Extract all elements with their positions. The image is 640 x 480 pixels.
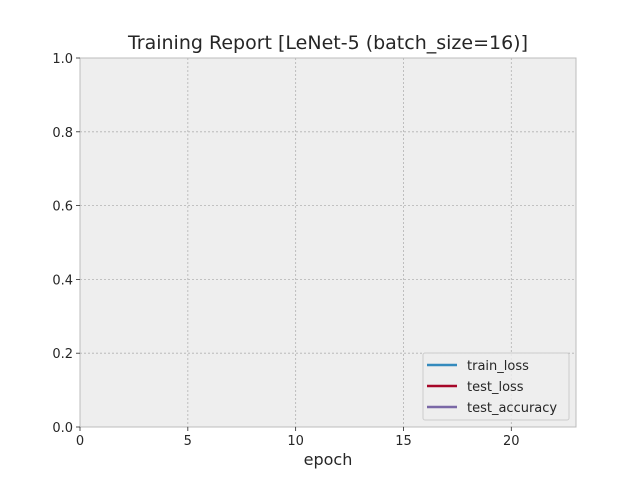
legend-box (422, 352, 570, 421)
y-tick-label: 0.6 (52, 200, 73, 215)
x-tick-label: 0 (76, 434, 84, 449)
y-tick-label: 0.8 (52, 126, 73, 141)
y-axis-ticks: 0.0 0.2 0.4 0.6 0.8 1.0 (52, 52, 80, 436)
legend-label: test_accuracy (467, 401, 557, 416)
y-tick-label: 1.0 (52, 52, 73, 67)
x-axis-ticks: 0 5 10 15 20 (76, 427, 520, 449)
x-tick-label: 10 (287, 434, 304, 449)
plot-frame (79, 57, 577, 428)
x-tick-label: 20 (503, 434, 520, 449)
x-axis-label: epoch (304, 450, 353, 469)
y-tick-label: 0.4 (52, 273, 73, 288)
legend-label: train_loss (467, 359, 529, 374)
y-tick-label: 0.2 (52, 347, 73, 362)
legend-label: test_loss (467, 380, 524, 395)
y-tick-label: 0.0 (52, 421, 73, 436)
x-tick-label: 5 (184, 434, 192, 449)
legend: train_loss test_loss test_accuracy (422, 352, 570, 421)
x-tick-label: 15 (395, 434, 412, 449)
chart-title: Training Report [LeNet-5 (batch_size=16)… (127, 32, 528, 54)
